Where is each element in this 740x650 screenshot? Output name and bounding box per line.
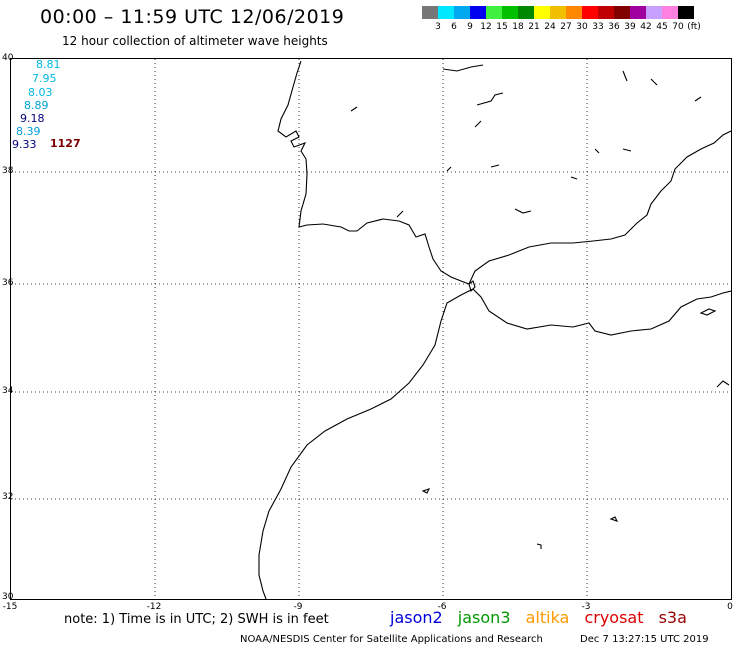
africa-med-coast: [472, 288, 732, 336]
satellite-legend: jason2 jason3 altika cryosat s3a: [390, 608, 697, 627]
satellite-altika: altika: [525, 608, 570, 627]
north-africa-inland-1: [716, 380, 730, 388]
fragment-5: [474, 120, 482, 128]
lon-label-15w: -15: [2, 602, 18, 612]
fragment-11: [350, 106, 358, 112]
gibraltar-point: [468, 280, 476, 293]
color-scale-label: 70: [672, 22, 684, 32]
lon-label-9w: -9: [293, 602, 303, 612]
islet-2: [536, 543, 542, 549]
color-scale-label: 9: [467, 22, 473, 32]
lat-label-34: 34: [2, 386, 14, 396]
fragment-3: [622, 70, 628, 82]
color-swatch: [614, 6, 630, 19]
fragment-4: [650, 78, 658, 86]
color-scale-label: 39: [624, 22, 636, 32]
timestamp: Dec 7 13:27:15 UTC 2019: [580, 634, 709, 645]
swh-reading: 7.95: [32, 72, 57, 85]
credit-line: NOAA/NESDIS Center for Satellite Applica…: [240, 634, 543, 645]
lon-label-12w: -12: [146, 602, 162, 612]
fragment-7: [570, 176, 578, 180]
islet-1: [609, 516, 619, 522]
color-swatch: [550, 6, 566, 19]
fragment-13: [490, 164, 500, 168]
lat-label-40: 40: [2, 53, 14, 63]
color-swatch: [598, 6, 614, 19]
coastlines: [258, 60, 732, 600]
footer-note: note: 1) Time is in UTC; 2) SWH is in fe…: [64, 612, 329, 627]
spain-med-coast: [468, 130, 732, 285]
color-swatch: [470, 6, 486, 19]
portugal-coast: [277, 60, 308, 228]
lon-label-3w: -3: [581, 602, 591, 612]
color-scale-label: (ft): [687, 22, 701, 32]
swh-reading: 9.18: [20, 112, 45, 125]
color-scale-label: 45: [656, 22, 668, 32]
color-scale-label: 3: [435, 22, 441, 32]
color-swatch: [422, 6, 438, 19]
color-scale-label: 27: [560, 22, 572, 32]
swh-reading: 8.89: [24, 99, 49, 112]
color-swatch: [582, 6, 598, 19]
lon-label-6w: -6: [437, 602, 447, 612]
color-swatch: [502, 6, 518, 19]
color-swatch: [454, 6, 470, 19]
lat-label-38: 38: [2, 166, 14, 176]
color-scale-labels: 3 6 9 12 15 18 21 24 27 30 33 36 39 42 45 70 (ft): [422, 22, 740, 34]
color-scale-label: 18: [512, 22, 524, 32]
map-canvas: [11, 59, 732, 600]
color-swatch: [438, 6, 454, 19]
fragment-2: [476, 92, 504, 106]
color-swatch: [630, 6, 646, 19]
color-swatch: [486, 6, 502, 19]
satellite-cryosat: cryosat: [584, 608, 644, 627]
fragment-1: [442, 64, 484, 72]
satellite-jason3: jason3: [457, 608, 511, 627]
observation-count: 1127: [50, 137, 81, 150]
color-scale-label: 12: [480, 22, 492, 32]
fragment-14: [446, 166, 452, 172]
lat-label-30: 30: [2, 592, 14, 602]
fragment-10: [694, 96, 702, 102]
color-swatch: [646, 6, 662, 19]
chart-title: 00:00 – 11:59 UTC 12/06/2019: [40, 6, 345, 28]
map-frame: [10, 58, 732, 600]
color-swatch: [678, 6, 694, 19]
color-swatch: [566, 6, 582, 19]
islet-3: [421, 488, 431, 494]
iberia-south-coast: [298, 218, 470, 285]
lon-label-0: 0: [727, 602, 733, 612]
graticule: [11, 59, 731, 599]
swh-reading: 9.33: [12, 138, 37, 151]
africa-atlantic-coast: [258, 288, 474, 600]
color-scale-label: 33: [592, 22, 604, 32]
lat-label-32: 32: [2, 492, 14, 502]
swh-reading: 8.81: [36, 58, 61, 71]
color-scale-label: 42: [640, 22, 652, 32]
color-scale-label: 15: [496, 22, 508, 32]
color-scale-label: 36: [608, 22, 620, 32]
lat-label-36: 36: [2, 278, 14, 288]
satellite-jason2: jason2: [390, 608, 443, 627]
swh-reading: 8.39: [16, 125, 41, 138]
color-scale-bar: [422, 6, 694, 19]
fragment-6: [514, 208, 532, 214]
color-swatch: [518, 6, 534, 19]
color-scale-label: 21: [528, 22, 540, 32]
color-swatch: [534, 6, 550, 19]
color-swatch: [662, 6, 678, 19]
color-scale-label: 24: [544, 22, 556, 32]
swh-reading: 8.03: [28, 86, 53, 99]
fragment-8: [594, 148, 600, 154]
fragment-9: [622, 148, 632, 152]
fragment-12: [396, 210, 404, 218]
satellite-s3a: s3a: [658, 608, 687, 627]
color-scale-label: 6: [451, 22, 457, 32]
chart-subtitle: 12 hour collection of altimeter wave hei…: [62, 34, 328, 48]
balearic-island: [699, 308, 717, 316]
color-scale-label: 30: [576, 22, 588, 32]
